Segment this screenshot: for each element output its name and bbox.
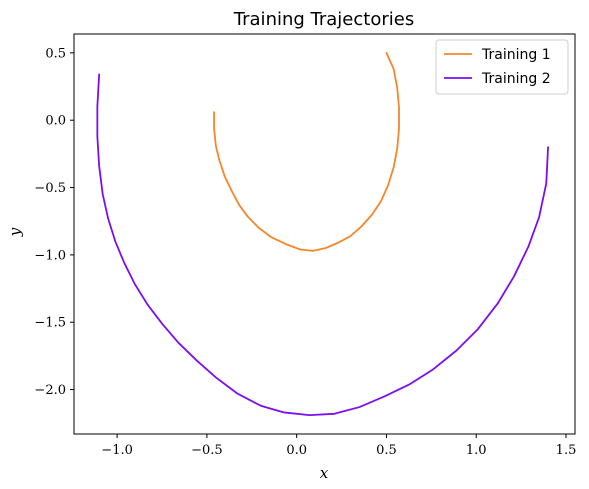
legend: Training 1 Training 2	[435, 39, 569, 95]
y-tick-label: 0.0	[45, 114, 66, 129]
x-tick-label: 1.0	[466, 443, 487, 458]
y-axis-label: y	[6, 227, 24, 237]
chart-title: Training Trajectories	[233, 9, 414, 30]
plot-area	[96, 51, 549, 417]
x-tick-label: −0.5	[191, 443, 223, 458]
y-tick-label: −0.5	[34, 181, 66, 196]
x-tick-label: 1.5	[556, 443, 577, 458]
axis-ticks: −1.0 −0.5 0.0 0.5 1.0 1.5 0.5 0.0 −0.5 −1.0 −1.5 −2…	[34, 46, 576, 458]
y-tick-label: −1.5	[34, 316, 66, 331]
x-axis-label: x	[320, 464, 329, 482]
x-tick-label: 0.0	[286, 443, 307, 458]
series-line-1	[213, 51, 400, 252]
legend-label-2: Training 2	[481, 71, 551, 87]
plot-frame	[73, 33, 576, 435]
y-tick-label: −2.0	[34, 383, 66, 398]
x-tick-label: −1.0	[101, 443, 133, 458]
x-tick-label: 0.5	[376, 443, 397, 458]
y-tick-label: −1.0	[34, 248, 66, 263]
series-line-2	[96, 73, 549, 417]
y-tick-label: 0.5	[45, 46, 66, 61]
legend-label-1: Training 1	[481, 47, 551, 63]
